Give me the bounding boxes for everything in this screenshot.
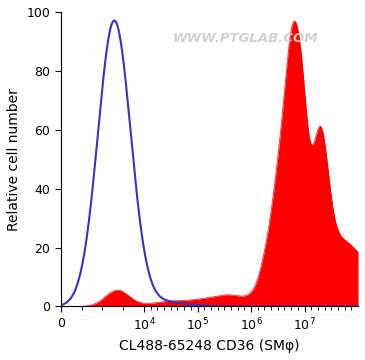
Text: WWW.PTGLAB.COM: WWW.PTGLAB.COM [172,32,318,45]
Y-axis label: Relative cell number: Relative cell number [7,88,21,231]
X-axis label: CL488-65248 CD36 (SMφ): CL488-65248 CD36 (SMφ) [119,339,300,353]
